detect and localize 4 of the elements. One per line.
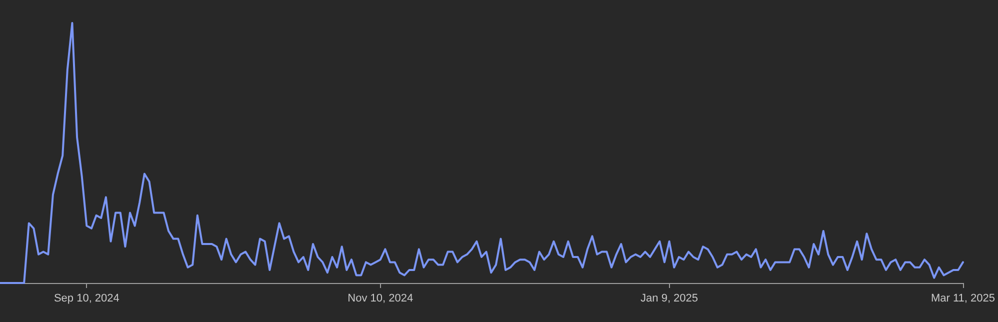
x-tick-label: Mar 11, 2025 bbox=[930, 292, 996, 304]
x-tick-label: Sep 10, 2024 bbox=[54, 292, 120, 304]
x-tick-label: Jan 9, 2025 bbox=[640, 292, 698, 304]
x-tick-label: Nov 10, 2024 bbox=[348, 292, 414, 304]
